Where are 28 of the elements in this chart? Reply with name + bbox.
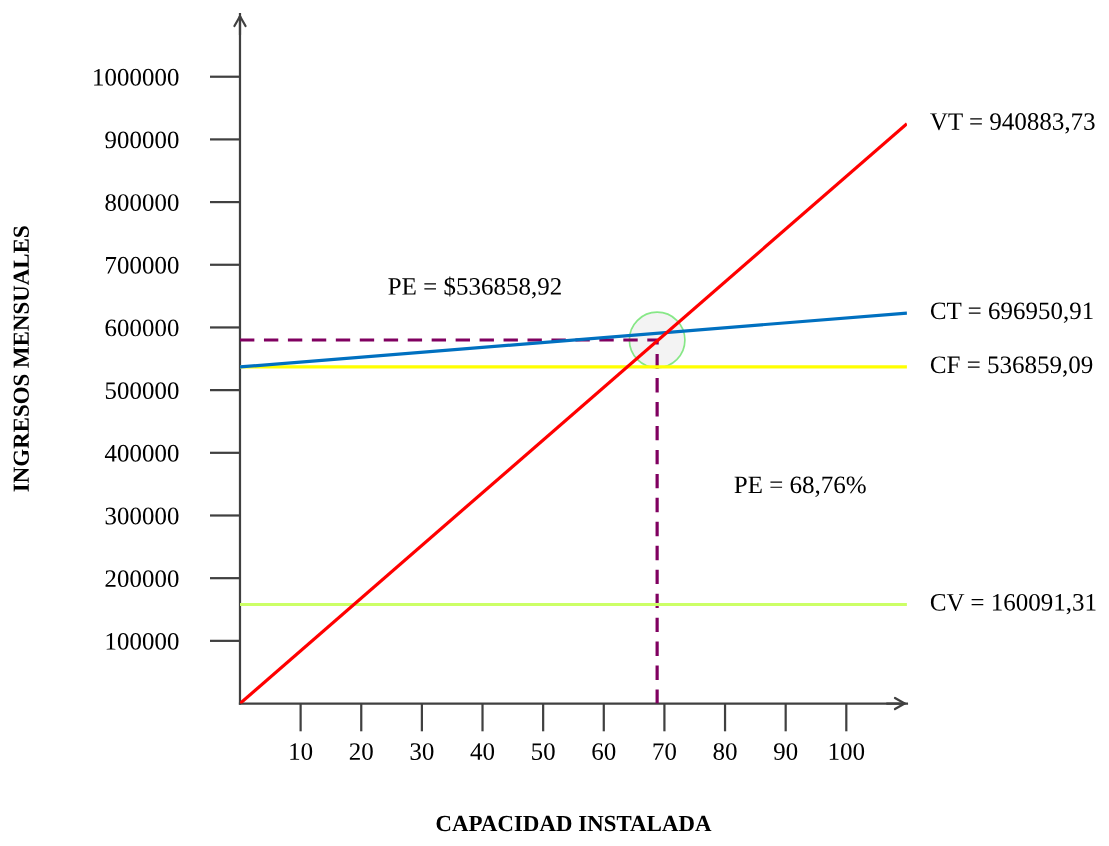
y-tick-label: 800000 (105, 194, 179, 212)
y-tick-label: 200000 (105, 570, 179, 588)
y-tick-label: 100000 (106, 632, 179, 650)
annotation: PE = $536858,92 (388, 276, 561, 299)
x-tick-label: 40 (470, 743, 495, 761)
y-tick-label: 1000000 (94, 68, 179, 86)
series-label: CV = 160091,31 (930, 593, 1096, 615)
x-tick-label: 20 (349, 743, 373, 761)
x-tick-label: 10 (290, 743, 313, 761)
x-tick-label: 60 (592, 743, 616, 761)
x-axis-title: CAPACIDAD INSTALADA (436, 815, 712, 832)
x-tick-label: 70 (653, 743, 676, 761)
x-tick-label: 50 (532, 743, 555, 761)
x-tick-label: 100 (829, 743, 865, 761)
y-tick-label: 400000 (104, 444, 179, 462)
x-tick-label: 80 (713, 743, 737, 761)
x-tick-label: 90 (773, 743, 798, 761)
y-tick-label: 500000 (105, 382, 179, 400)
series-label: CT = 696950,91 (930, 302, 1093, 323)
series-label: VT = 940883,73 (930, 113, 1095, 134)
y-tick-label: 300000 (105, 507, 179, 525)
y-tick-label: 600000 (105, 319, 179, 337)
x-tick-label: 30 (410, 743, 434, 761)
annotation: PE = 68,76% (734, 476, 866, 497)
series-label: CF = 536859,09 (930, 356, 1093, 377)
y-tick-label: 700000 (106, 256, 179, 274)
y-axis-title: INGRESOS MENSUALES (13, 226, 29, 492)
y-tick-label: 900000 (105, 131, 179, 149)
